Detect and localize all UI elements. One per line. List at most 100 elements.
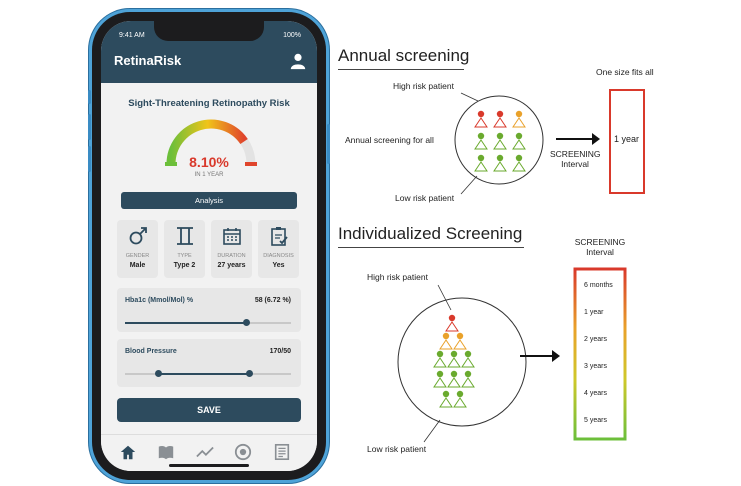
individual-interval-scale: [573, 267, 627, 441]
duration-label: DURATION: [217, 253, 246, 259]
annual-arrowhead: [592, 133, 600, 145]
patient-figure: [512, 154, 526, 172]
annual-title-underline: [338, 69, 464, 70]
patient-figure: [461, 350, 475, 368]
hba1c-slider[interactable]: [125, 319, 291, 326]
patient-figure: [439, 332, 453, 350]
blood-pressure-value: 170/50: [269, 348, 291, 355]
power-button: [327, 124, 330, 164]
annual-low-risk-label: Low risk patient: [395, 193, 455, 203]
type-value: Type 2: [173, 262, 196, 269]
volume-down-button: [88, 146, 91, 172]
bottom-tab-bar: [101, 434, 317, 471]
gauge-fill: [166, 119, 248, 165]
patient-figure: [474, 110, 488, 128]
patient-figure: [512, 110, 526, 128]
patient-figure: [474, 132, 488, 150]
battery-level: 100%: [283, 32, 301, 39]
analysis-button[interactable]: Analysis: [121, 192, 297, 209]
diagnosis-card[interactable]: DIAGNOSIS Yes: [258, 220, 299, 278]
annual-low-risk-pointer: [460, 175, 478, 195]
individual-low-risk-label: Low risk patient: [367, 444, 427, 454]
risk-title: Sight-Threatening Retinopathy Risk: [128, 98, 290, 109]
blood-pressure-slider-fill: [158, 373, 250, 375]
patient-figure: [433, 370, 447, 388]
individual-screening-label: SCREENING: [574, 237, 626, 247]
patient-figure: [453, 332, 467, 350]
annual-screening-label: SCREENING: [550, 149, 601, 159]
patient-figure: [439, 390, 453, 408]
individual-title-underline: [338, 247, 524, 248]
individual-high-risk-pointer: [437, 284, 452, 311]
interval-5-years: 5 years: [584, 417, 607, 424]
status-time: 9:41 AM: [119, 32, 145, 39]
home-indicator: [169, 464, 249, 467]
patient-figure: [447, 350, 461, 368]
risk-value: 8.10%: [189, 154, 229, 170]
mute-switch: [88, 90, 91, 104]
patient-figure: [453, 390, 467, 408]
patient-figure: [461, 370, 475, 388]
gender-male-icon: [129, 227, 147, 245]
phone-notch: [154, 21, 264, 41]
annual-high-risk-pointer: [460, 92, 479, 102]
individual-high-risk-label: High risk patient: [367, 272, 428, 282]
patient-figure: [445, 314, 459, 332]
interval-6-months: 6 months: [584, 282, 613, 289]
phone-mockup: 9:41 AM 100% RetinaRisk Sight-Threatenin…: [88, 12, 330, 480]
patient-cards: GENDER Male TYPE Type 2 DURATION 27 year…: [117, 220, 301, 280]
app-header: RetinaRisk: [101, 43, 317, 83]
patient-figure: [433, 350, 447, 368]
individual-interval-label: Interval: [586, 247, 614, 257]
individual-patient-pyramid: [433, 314, 475, 408]
interval-4-years: 4 years: [584, 390, 607, 397]
patient-figure: [474, 154, 488, 172]
interval-1-year: 1 year: [584, 309, 604, 316]
phone-screen: 9:41 AM 100% RetinaRisk Sight-Threatenin…: [101, 21, 317, 471]
diagnosis-label: DIAGNOSIS: [263, 253, 294, 259]
target-icon[interactable]: [234, 443, 252, 461]
book-icon[interactable]: [157, 443, 175, 461]
blood-pressure-card: Blood Pressure 170/50: [117, 339, 301, 387]
home-icon[interactable]: [119, 443, 137, 461]
duration-card[interactable]: DURATION 27 years: [211, 220, 252, 278]
hba1c-slider-knob[interactable]: [242, 319, 250, 326]
save-button[interactable]: SAVE: [117, 398, 301, 422]
hba1c-card: Hba1c (Mmol/Mol) % 58 (6.72 %): [117, 288, 301, 332]
patient-figure: [512, 132, 526, 150]
user-icon[interactable]: [289, 52, 307, 70]
gauge-start-cap: [165, 162, 177, 166]
hba1c-label: Hba1c (Mmol/Mol) %: [125, 297, 194, 304]
individual-low-risk-pointer: [423, 419, 441, 443]
annual-patient-circle: [454, 95, 544, 185]
diagnosis-value: Yes: [272, 262, 285, 269]
trend-icon[interactable]: [196, 443, 214, 461]
gender-label: GENDER: [125, 253, 150, 259]
annual-patient-group: [474, 110, 526, 172]
patient-figure: [493, 110, 507, 128]
annual-high-risk-label: High risk patient: [393, 81, 454, 91]
blood-pressure-high-knob[interactable]: [246, 370, 253, 377]
individual-title: Individualized Screening: [338, 224, 523, 243]
blood-pressure-slider[interactable]: [125, 370, 291, 377]
calendar-icon: [222, 228, 241, 245]
app-brand: RetinaRisk: [114, 53, 182, 68]
risk-gauge: [165, 119, 257, 166]
news-icon[interactable]: [273, 443, 291, 461]
gender-card[interactable]: GENDER Male: [117, 220, 158, 278]
type-label: TYPE: [177, 253, 192, 259]
one-size-label: One size fits all: [596, 67, 654, 77]
individual-arrowhead: [552, 350, 560, 362]
clipboard-check-icon: [270, 227, 288, 246]
patient-figure: [447, 370, 461, 388]
type-card[interactable]: TYPE Type 2: [164, 220, 205, 278]
blood-pressure-label: Blood Pressure: [125, 348, 177, 355]
hba1c-value: 58 (6.72 %): [254, 297, 291, 304]
patient-figure: [493, 132, 507, 150]
type-gemini-icon: [176, 227, 193, 245]
blood-pressure-low-knob[interactable]: [154, 370, 162, 377]
annual-title: Annual screening: [338, 46, 470, 65]
annual-interval-value: 1 year: [614, 134, 640, 144]
interval-3-years: 3 years: [584, 363, 607, 370]
